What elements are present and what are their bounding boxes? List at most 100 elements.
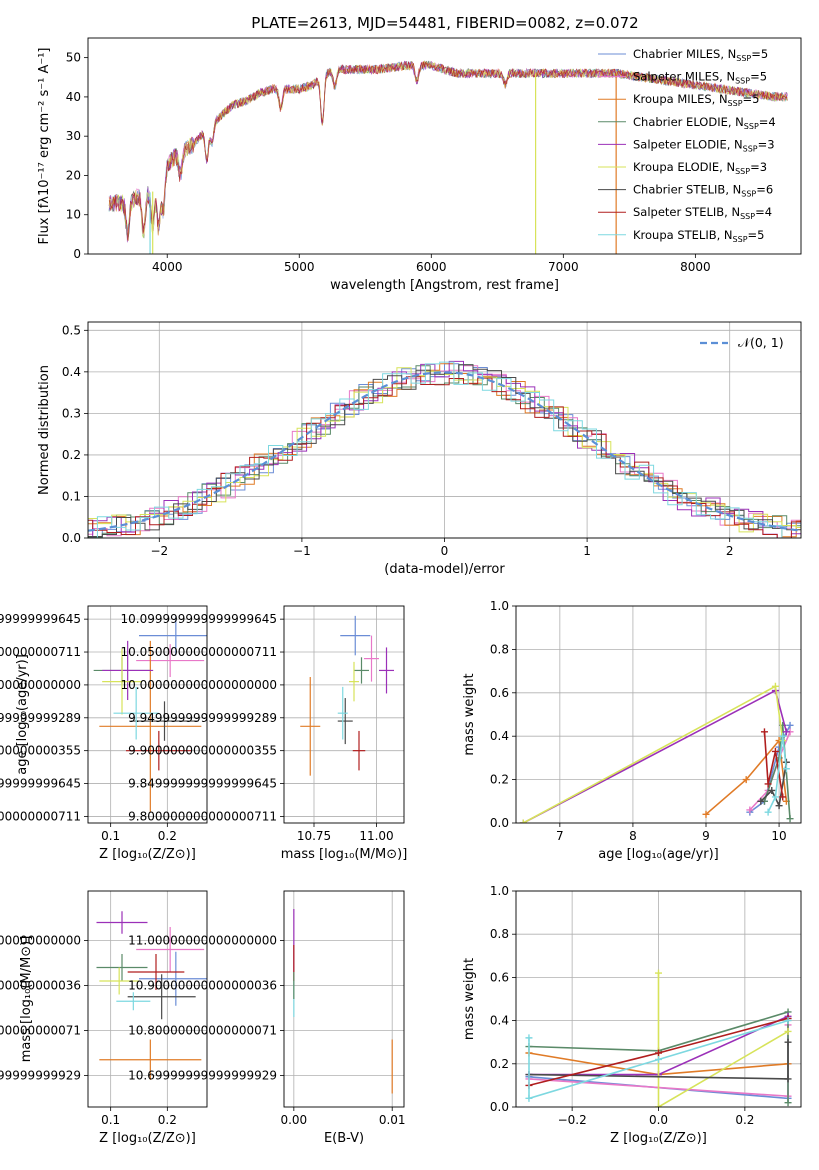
y-tick-label: 10.69999999999999929 bbox=[128, 1069, 277, 1083]
legend-entry: Kroupa ELODIE, NSSP=3 bbox=[633, 160, 767, 176]
x-tick-label: 5000 bbox=[284, 260, 315, 274]
y-axis-label: age [log₁₀(age/yr)] bbox=[15, 654, 30, 775]
series-marker bbox=[742, 776, 750, 784]
y-tick-label: 10.050000000000000711 bbox=[120, 645, 277, 659]
x-tick-label: 0.2 bbox=[158, 1113, 177, 1127]
series-line-5 bbox=[522, 689, 788, 823]
y-tick-label: 0.8 bbox=[490, 927, 509, 941]
plot-area bbox=[93, 615, 207, 812]
y-tick-label: 9.900000000000000355 bbox=[0, 744, 81, 758]
y-tick-label: 0.2 bbox=[490, 773, 509, 787]
x-tick-label: 10 bbox=[771, 829, 786, 843]
series-line-9 bbox=[528, 1019, 789, 1100]
series-marker bbox=[771, 747, 779, 755]
series-marker bbox=[771, 682, 779, 690]
plot-area bbox=[300, 615, 394, 776]
x-tick-label: −0.2 bbox=[558, 1113, 587, 1127]
x-tick-label: 8 bbox=[629, 829, 637, 843]
series-marker bbox=[655, 1049, 662, 1057]
y-tick-label: 0.0 bbox=[490, 816, 509, 830]
legend-entry: Salpeter STELIB, NSSP=4 bbox=[633, 205, 772, 221]
y-axis-label: mass weight bbox=[462, 673, 477, 755]
plot-frame bbox=[87, 37, 802, 255]
series-marker bbox=[784, 1075, 792, 1083]
x-tick-label: 7 bbox=[556, 829, 564, 843]
series-marker bbox=[782, 728, 790, 736]
series-marker bbox=[779, 732, 787, 740]
plot-frame bbox=[87, 605, 208, 824]
plot-frame bbox=[87, 890, 208, 1108]
y-tick-label: 0.8 bbox=[490, 642, 509, 656]
series-line-8 bbox=[763, 731, 784, 798]
x-axis-label: mass [log₁₀(M/M⊙)] bbox=[281, 847, 408, 862]
y-tick-label: 0 bbox=[73, 247, 81, 261]
plot-frame bbox=[283, 890, 405, 1108]
x-axis-label: E(B-V) bbox=[324, 1131, 364, 1146]
histogram-3 bbox=[88, 363, 801, 538]
x-axis-label: Z [log₁₀(Z/Z⊙)] bbox=[99, 847, 196, 862]
series-marker bbox=[746, 806, 754, 814]
y-tick-label: 10.050000000000000711 bbox=[0, 645, 81, 659]
x-tick-label: 0.2 bbox=[158, 829, 177, 843]
x-axis-label: Z [log₁₀(Z/Z⊙)] bbox=[99, 1131, 196, 1146]
plot-area bbox=[293, 909, 393, 1094]
y-tick-label: 9.900000000000000355 bbox=[128, 744, 277, 758]
series-marker bbox=[655, 1103, 662, 1107]
x-tick-label: −2 bbox=[150, 544, 168, 558]
y-tick-label: 0.6 bbox=[490, 970, 509, 984]
y-tick-label: 0.4 bbox=[62, 365, 81, 379]
plot-frame bbox=[515, 605, 802, 824]
series-marker bbox=[784, 1027, 792, 1035]
figure-title: PLATE=2613, MJD=54481, FIBERID=0082, z=0… bbox=[251, 14, 638, 32]
y-tick-label: 10.80000000000000071 bbox=[0, 1024, 81, 1038]
x-tick-label: 0.00 bbox=[280, 1113, 307, 1127]
y-tick-label: 10.000000000000000000 bbox=[120, 678, 277, 692]
chart-mass_vs_ebv: 0.00 0.01 10.69999999999999929 10.800000000… bbox=[128, 890, 406, 1146]
x-tick-label: 0.1 bbox=[101, 829, 120, 843]
chart-mass_vs_Z: 0.1 0.2 10.69999999999999929 10.80000000000… bbox=[0, 890, 208, 1146]
y-tick-label: 9.800000000000000711 bbox=[128, 809, 277, 823]
x-tick-label: 7000 bbox=[548, 260, 579, 274]
y-tick-label: 0.0 bbox=[490, 1100, 509, 1114]
y-tick-label: 1.0 bbox=[490, 599, 509, 613]
series-marker bbox=[757, 797, 765, 805]
plot-frame bbox=[515, 890, 802, 1108]
y-tick-label: 11.00000000000000000 bbox=[128, 934, 277, 948]
spectrum-line-9 bbox=[108, 61, 788, 241]
y-tick-label: 11.00000000000000000 bbox=[0, 934, 81, 948]
histogram-9 bbox=[88, 361, 783, 538]
x-tick-label: 11.00 bbox=[359, 829, 393, 843]
plot-area bbox=[88, 360, 801, 538]
plot-area bbox=[96, 911, 207, 1080]
series-marker bbox=[760, 728, 768, 736]
y-axis-label: mass weight bbox=[462, 958, 477, 1040]
chart-residuals: −2 −1 0 1 2 0.0 0.1 0.2 0.3 0.4 0.5 𝒩(0, 1) (data-mo… bbox=[37, 321, 802, 577]
y-tick-label: 0.5 bbox=[62, 323, 81, 337]
series-line-9 bbox=[767, 736, 788, 813]
y-tick-label: 1.0 bbox=[490, 884, 509, 898]
x-tick-label: 1 bbox=[583, 544, 591, 558]
series-marker bbox=[702, 810, 710, 818]
legend: Chabrier MILES, NSSP=5 Salpeter MILES, NS… bbox=[598, 47, 776, 244]
legend-entry: Chabrier STELIB, NSSP=6 bbox=[633, 183, 773, 199]
y-tick-label: 40 bbox=[66, 90, 81, 104]
plot-area bbox=[108, 60, 788, 254]
legend-entry: Salpeter ELODIE, NSSP=3 bbox=[633, 137, 775, 153]
histogram-2 bbox=[88, 365, 801, 537]
gaussian-curve bbox=[88, 371, 801, 532]
plot-area bbox=[525, 969, 792, 1107]
plot-frame bbox=[87, 321, 802, 539]
y-tick-label: 10.90000000000000036 bbox=[128, 979, 277, 993]
series-line-3 bbox=[705, 738, 788, 815]
y-tick-label: 9.949999999999999289 bbox=[128, 711, 277, 725]
y-tick-label: 0.1 bbox=[62, 489, 81, 503]
y-tick-label: 0.2 bbox=[490, 1057, 509, 1071]
x-tick-label: 6000 bbox=[416, 260, 447, 274]
chart-spectrum: 4000 5000 6000 7000 8000 0 10 20 30 40 50 Chabrier … bbox=[37, 37, 802, 293]
x-axis-label: age [log₁₀(age/yr)] bbox=[598, 847, 719, 862]
x-tick-label: 0.2 bbox=[735, 1113, 754, 1127]
y-axis-label: Flux [fλ10⁻¹⁷ erg cm⁻² s⁻¹ A⁻¹] bbox=[37, 48, 52, 245]
series-marker bbox=[764, 780, 772, 788]
series-line-6 bbox=[657, 973, 789, 1107]
